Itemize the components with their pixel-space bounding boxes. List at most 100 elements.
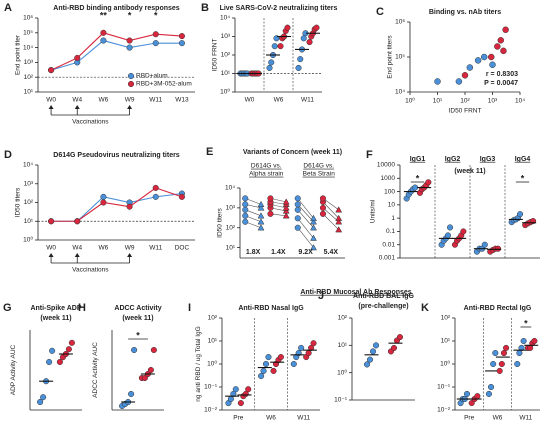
- vaccination-label: Vaccinations: [72, 119, 109, 126]
- y-axis-label: Units/ml: [370, 199, 377, 223]
- data-point: [294, 201, 301, 208]
- vaccination-label: Vaccinations: [72, 267, 109, 274]
- data-point: [319, 210, 327, 217]
- data-point: [271, 43, 278, 50]
- group-label: D614G vs.: [251, 163, 282, 170]
- data-point: [268, 59, 275, 66]
- x-tick-label: 10²: [460, 98, 470, 105]
- y-tick-label: 10³: [24, 59, 34, 66]
- y-tick-label: 10¹: [221, 70, 231, 77]
- x-tick-label: DOC: [175, 245, 190, 252]
- data-point: [518, 344, 525, 351]
- x-tick-label: Pre: [464, 415, 475, 422]
- data-point: [242, 218, 249, 225]
- data-point: [531, 337, 538, 345]
- x-tick-label: W6: [266, 415, 276, 422]
- y-axis-label: ID50 titers: [217, 207, 224, 237]
- y-tick-label: 10¹: [338, 342, 348, 349]
- data-point: [313, 24, 320, 31]
- data-point: [257, 224, 265, 231]
- panel-title: Anti-Spike ADP: [30, 305, 81, 312]
- y-tick-label: 10³: [24, 180, 34, 187]
- y-tick-label: 0.001: [379, 255, 396, 262]
- data-point: [297, 56, 304, 63]
- y-tick-label: 10¹: [226, 244, 236, 251]
- series-line: [51, 187, 183, 222]
- series-line: [50, 32, 182, 71]
- panel-title: Anti-RBD binding antibody responses: [53, 5, 179, 12]
- x-tick-label: W0: [245, 97, 255, 104]
- y-axis-label: ADCC Activity AUC: [92, 342, 99, 398]
- pair-line: [322, 207, 339, 222]
- panel-letter: E: [206, 146, 213, 158]
- y-tick-label: 10⁵: [395, 54, 405, 61]
- y-axis-label: ID50 FRNT: [212, 39, 219, 72]
- data-point: [100, 29, 107, 36]
- fold-change: 9.2X: [298, 249, 313, 256]
- arrowhead: [74, 105, 80, 109]
- data-point: [65, 346, 72, 353]
- data-point: [455, 78, 463, 85]
- x-tick-label: 10³: [488, 98, 498, 105]
- data-point: [237, 400, 244, 407]
- y-tick-label: 10¹: [24, 89, 34, 96]
- y-tick-label: 10⁶: [23, 15, 33, 22]
- data-point: [335, 218, 343, 225]
- panel-subtitle: (pre-challenge): [358, 303, 408, 310]
- data-point: [277, 354, 284, 361]
- y-tick-label: 10⁰: [220, 88, 230, 96]
- significance: *: [524, 318, 528, 328]
- data-point: [227, 395, 234, 403]
- data-point: [294, 195, 301, 202]
- data-point: [257, 218, 265, 225]
- y-tick-label: 10¹: [208, 338, 218, 345]
- data-point: [492, 349, 499, 357]
- data-point: [294, 215, 301, 222]
- data-point: [498, 360, 505, 368]
- data-point: [282, 204, 290, 211]
- data-point: [500, 47, 507, 55]
- data-point: [282, 212, 290, 219]
- y-tick-label: 10²: [441, 315, 451, 322]
- data-point: [366, 356, 374, 363]
- y-tick-label: 10¹: [441, 338, 451, 345]
- significance: *: [416, 173, 420, 183]
- data-point: [335, 206, 343, 213]
- data-point: [294, 224, 301, 231]
- data-point: [497, 37, 505, 44]
- data-point: [463, 390, 471, 397]
- y-tick-label: 10⁰: [23, 236, 33, 244]
- data-point: [49, 347, 56, 354]
- data-point: [128, 390, 135, 398]
- data-point: [447, 224, 454, 231]
- data-point: [74, 218, 81, 225]
- x-tick-label: IgG3: [480, 156, 496, 163]
- panel-letter: B: [201, 2, 209, 14]
- y-tick-label: 10⁰: [337, 368, 347, 376]
- y-axis-label: End point titers: [387, 35, 394, 79]
- pair-line: [297, 204, 314, 222]
- data-point: [412, 184, 419, 191]
- y-tick-label: 10²: [208, 315, 218, 322]
- section-title: Anti-RBD Mucosal Ab Responses: [300, 289, 411, 296]
- data-point: [282, 198, 290, 205]
- x-tick-label: W6: [493, 415, 503, 422]
- y-tick-label: 10⁻²: [204, 407, 218, 414]
- data-point: [298, 344, 305, 351]
- data-point: [178, 193, 185, 200]
- data-point: [480, 53, 488, 61]
- data-point: [100, 193, 107, 200]
- data-point: [152, 184, 159, 191]
- panel-subtitle: (week 11): [454, 168, 485, 175]
- pair-line: [322, 198, 339, 211]
- data-point: [474, 57, 482, 64]
- data-point: [390, 344, 398, 352]
- data-point: [500, 349, 507, 357]
- x-tick-label: W11: [519, 415, 532, 422]
- pair-line: [297, 227, 314, 248]
- panel-letter: K: [421, 302, 429, 314]
- fold-change: 5.4X: [324, 249, 339, 256]
- data-point: [258, 372, 265, 380]
- x-tick-label: W11: [301, 97, 314, 104]
